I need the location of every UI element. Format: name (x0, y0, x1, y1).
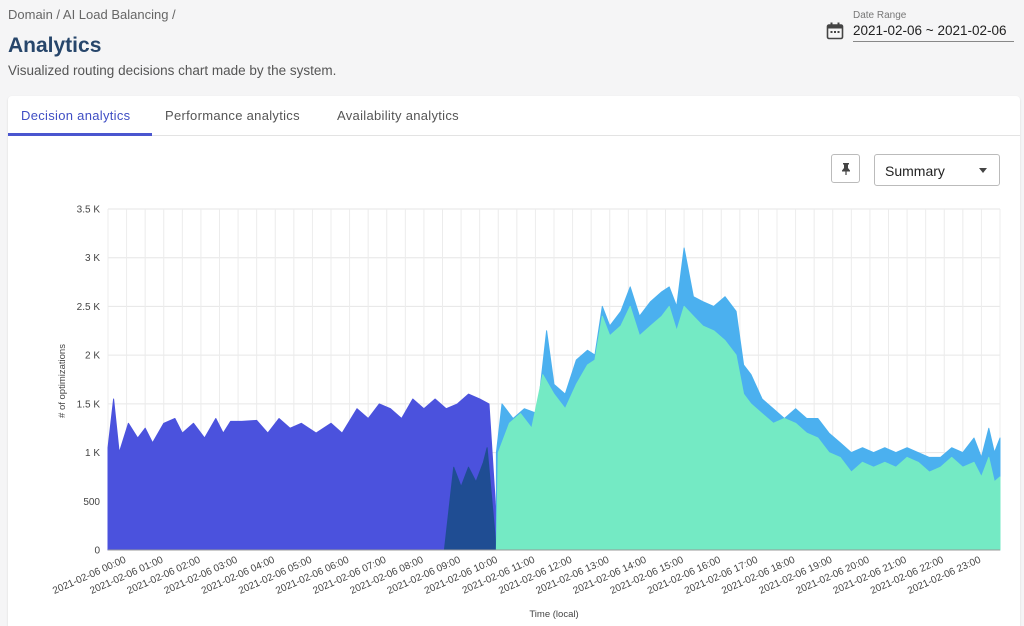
x-axis-label: Time (local) (529, 609, 578, 620)
calendar-icon (826, 22, 844, 40)
analytics-tabs: Decision analytics Performance analytics… (8, 96, 1020, 136)
view-select-value: Summary (885, 163, 945, 179)
y-tick-label: 500 (83, 497, 100, 508)
tab-decision-analytics[interactable]: Decision analytics (21, 108, 131, 123)
active-tab-indicator (8, 133, 152, 136)
page-subtitle: Visualized routing decisions chart made … (8, 63, 337, 78)
pin-button[interactable] (831, 154, 860, 183)
pin-icon (842, 163, 850, 175)
series-area-0 (107, 393, 499, 551)
view-select[interactable]: Summary (874, 154, 1000, 186)
series-area-3 (495, 305, 1001, 551)
y-tick-label: 3.5 K (77, 205, 101, 216)
y-axis-label: # of optimizations (57, 344, 68, 418)
tab-performance-analytics[interactable]: Performance analytics (165, 108, 300, 123)
y-tick-label: 3 K (85, 253, 100, 264)
y-tick-label: 2 K (85, 351, 100, 362)
page-title: Analytics (8, 34, 102, 57)
y-tick-label: 1.5 K (77, 399, 101, 410)
y-tick-label: 0 (94, 546, 100, 557)
date-range-input[interactable]: 2021-02-06 ~ 2021-02-06 (853, 23, 1014, 42)
breadcrumb[interactable]: Domain / AI Load Balancing / (8, 7, 176, 22)
analytics-card: Decision analytics Performance analytics… (8, 96, 1020, 626)
y-tick-label: 2.5 K (77, 302, 101, 313)
tab-availability-analytics[interactable]: Availability analytics (337, 108, 459, 123)
chevron-down-icon (979, 168, 987, 173)
date-range-picker[interactable]: Date Range 2021-02-06 ~ 2021-02-06 (826, 8, 1016, 42)
y-tick-label: 1 K (85, 448, 100, 459)
date-range-label: Date Range (853, 10, 907, 21)
